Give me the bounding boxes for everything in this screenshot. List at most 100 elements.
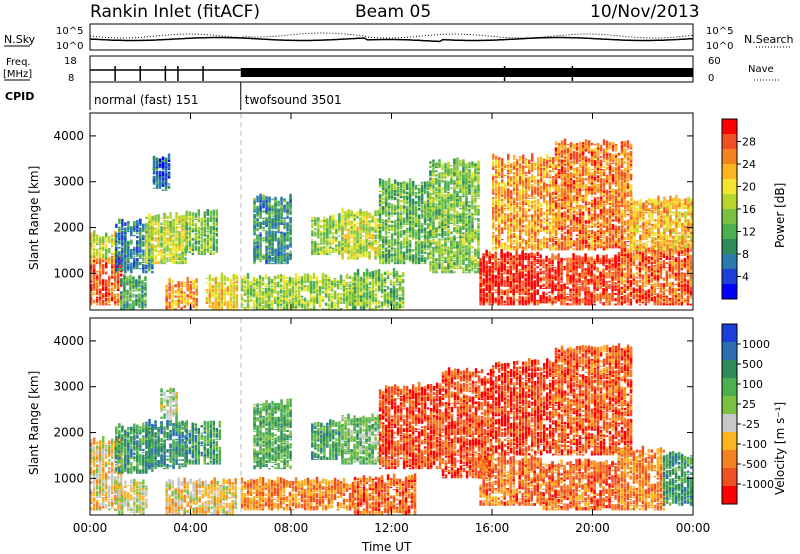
heatmap-cell-p12 — [347, 235, 350, 241]
heatmap-cell-p6 — [171, 300, 174, 302]
heatmap-cell-p14 — [396, 186, 400, 188]
heatmap-cell-p17 — [552, 213, 555, 218]
heatmap-cell-p16 — [506, 252, 509, 256]
heatmap-cell-p4 — [157, 236, 160, 238]
heatmap-cell-p16 — [500, 273, 503, 275]
heatmap-cell-p15 — [441, 227, 444, 233]
heatmap-cell-p18 — [587, 287, 590, 291]
heatmap-cell-p0 — [117, 268, 120, 275]
heatmap-cell-p14 — [390, 220, 394, 223]
heatmap-cell-p14 — [378, 253, 382, 256]
heatmap-cell-p15 — [432, 254, 435, 257]
heatmap-cell-p0 — [96, 275, 99, 279]
heatmap-cell-p10 — [253, 248, 256, 252]
nave-label: Nave — [748, 64, 774, 75]
heatmap-cell-p16 — [482, 280, 485, 285]
heatmap-cell-p16 — [536, 289, 539, 291]
heatmap-cell-p0 — [120, 273, 123, 277]
heatmap-cell-p3 — [127, 226, 130, 230]
heatmap-cell-p2 — [141, 281, 144, 284]
heatmap-cell-p15 — [450, 165, 453, 167]
heatmap-cell-p10 — [289, 205, 292, 207]
heatmap-cell-p18 — [584, 296, 587, 300]
heatmap-cell-p18 — [542, 278, 545, 281]
heatmap-cell-p16 — [524, 273, 527, 277]
heatmap-cell-p15 — [465, 222, 468, 226]
heatmap-cell-p16 — [518, 281, 521, 285]
heatmap-cell-p13 — [365, 291, 369, 294]
heatmap-cell-p15 — [438, 245, 441, 249]
heatmap-cell-p14 — [414, 195, 418, 199]
heatmap-cell-p17 — [513, 205, 516, 212]
heatmap-cell-p10 — [277, 249, 280, 256]
heatmap-cell-p10 — [289, 211, 292, 215]
heatmap-cell-p17 — [552, 224, 555, 230]
heatmap-cell-p17 — [495, 236, 498, 239]
heatmap-cell-p17 — [528, 180, 531, 183]
heatmap-cell-p15 — [453, 195, 456, 202]
heatmap-cell-p15 — [465, 163, 468, 167]
heatmap-cell-p17 — [516, 160, 519, 164]
heatmap-cell-p16 — [488, 268, 491, 273]
heatmap-cell-p8 — [226, 300, 230, 308]
heatmap-cell-p14 — [411, 255, 415, 263]
heatmap-cell-p17 — [552, 193, 555, 197]
heatmap-cell-p15 — [438, 256, 441, 261]
heatmap-cell-p13 — [365, 278, 369, 284]
heatmap-cell-p18 — [590, 281, 593, 285]
heatmap-cell-p15 — [429, 161, 432, 164]
heatmap-cell-p14 — [387, 228, 391, 232]
heatmap-cell-p8 — [229, 293, 233, 296]
heatmap-cell-p10 — [259, 232, 262, 234]
heatmap-cell-p13 — [362, 292, 366, 298]
heatmap-cell-p14 — [402, 190, 406, 195]
heatmap-cell-p9 — [240, 285, 244, 290]
heatmap-cell-p15 — [447, 250, 450, 253]
heatmap-cell-p9 — [348, 288, 352, 290]
heatmap-cell-p2 — [126, 276, 129, 282]
heatmap-cell-p16 — [482, 299, 485, 304]
heatmap-cell-p15 — [432, 258, 435, 263]
heatmap-cell-p16 — [497, 261, 500, 267]
heatmap-cell-p16 — [539, 295, 542, 302]
heatmap-cell-p15 — [474, 199, 477, 204]
heatmap-cell-p16 — [536, 271, 539, 273]
heatmap-cell-p16 — [536, 279, 539, 283]
heatmap-cell-p9 — [336, 286, 340, 290]
heatmap-cell-p2 — [129, 280, 132, 284]
heatmap-cell-p15 — [450, 213, 453, 216]
heatmap-cell-p18 — [542, 259, 545, 265]
heatmap-cell-p9 — [240, 297, 244, 300]
heatmap-cell-p16 — [509, 259, 512, 267]
heatmap-cell-p15 — [447, 228, 450, 235]
heatmap-cell-p13 — [377, 269, 381, 275]
heatmap-cell-p17 — [549, 205, 552, 208]
heatmap-cell-p14 — [384, 221, 388, 223]
heatmap-cell-p17 — [501, 187, 504, 193]
heatmap-cell-p9 — [300, 295, 304, 298]
heatmap-cell-p14 — [387, 209, 391, 211]
heatmap-cell-p15 — [474, 241, 477, 243]
heatmap-cell-p10 — [274, 222, 277, 225]
heatmap-cell-p16 — [536, 262, 539, 265]
heatmap-cell-p17 — [495, 199, 498, 201]
heatmap-cell-p18 — [560, 268, 563, 271]
heatmap-cell-p3 — [124, 263, 127, 270]
heatmap-cell-p17 — [498, 182, 501, 185]
heatmap-cell-p16 — [491, 264, 494, 267]
heatmap-cell-p9 — [333, 282, 337, 286]
heatmap-cell-p17 — [528, 185, 531, 189]
heatmap-cell-p13 — [365, 283, 369, 288]
heatmap-cell-p17 — [531, 185, 534, 191]
heatmap-cell-p15 — [432, 246, 435, 251]
heatmap-cell-p14 — [390, 215, 394, 217]
heatmap-cell-p17 — [492, 246, 495, 249]
heatmap-cell-p14 — [378, 184, 382, 188]
heatmap-cell-p9 — [312, 304, 316, 308]
heatmap-cell-p16 — [482, 298, 485, 302]
heatmap-cell-p17 — [549, 223, 552, 228]
heatmap-cell-p15 — [474, 229, 477, 233]
heatmap-cell-p13 — [374, 296, 378, 300]
heatmap-cell-p17 — [534, 192, 537, 195]
heatmap-cell-p12 — [356, 250, 359, 258]
